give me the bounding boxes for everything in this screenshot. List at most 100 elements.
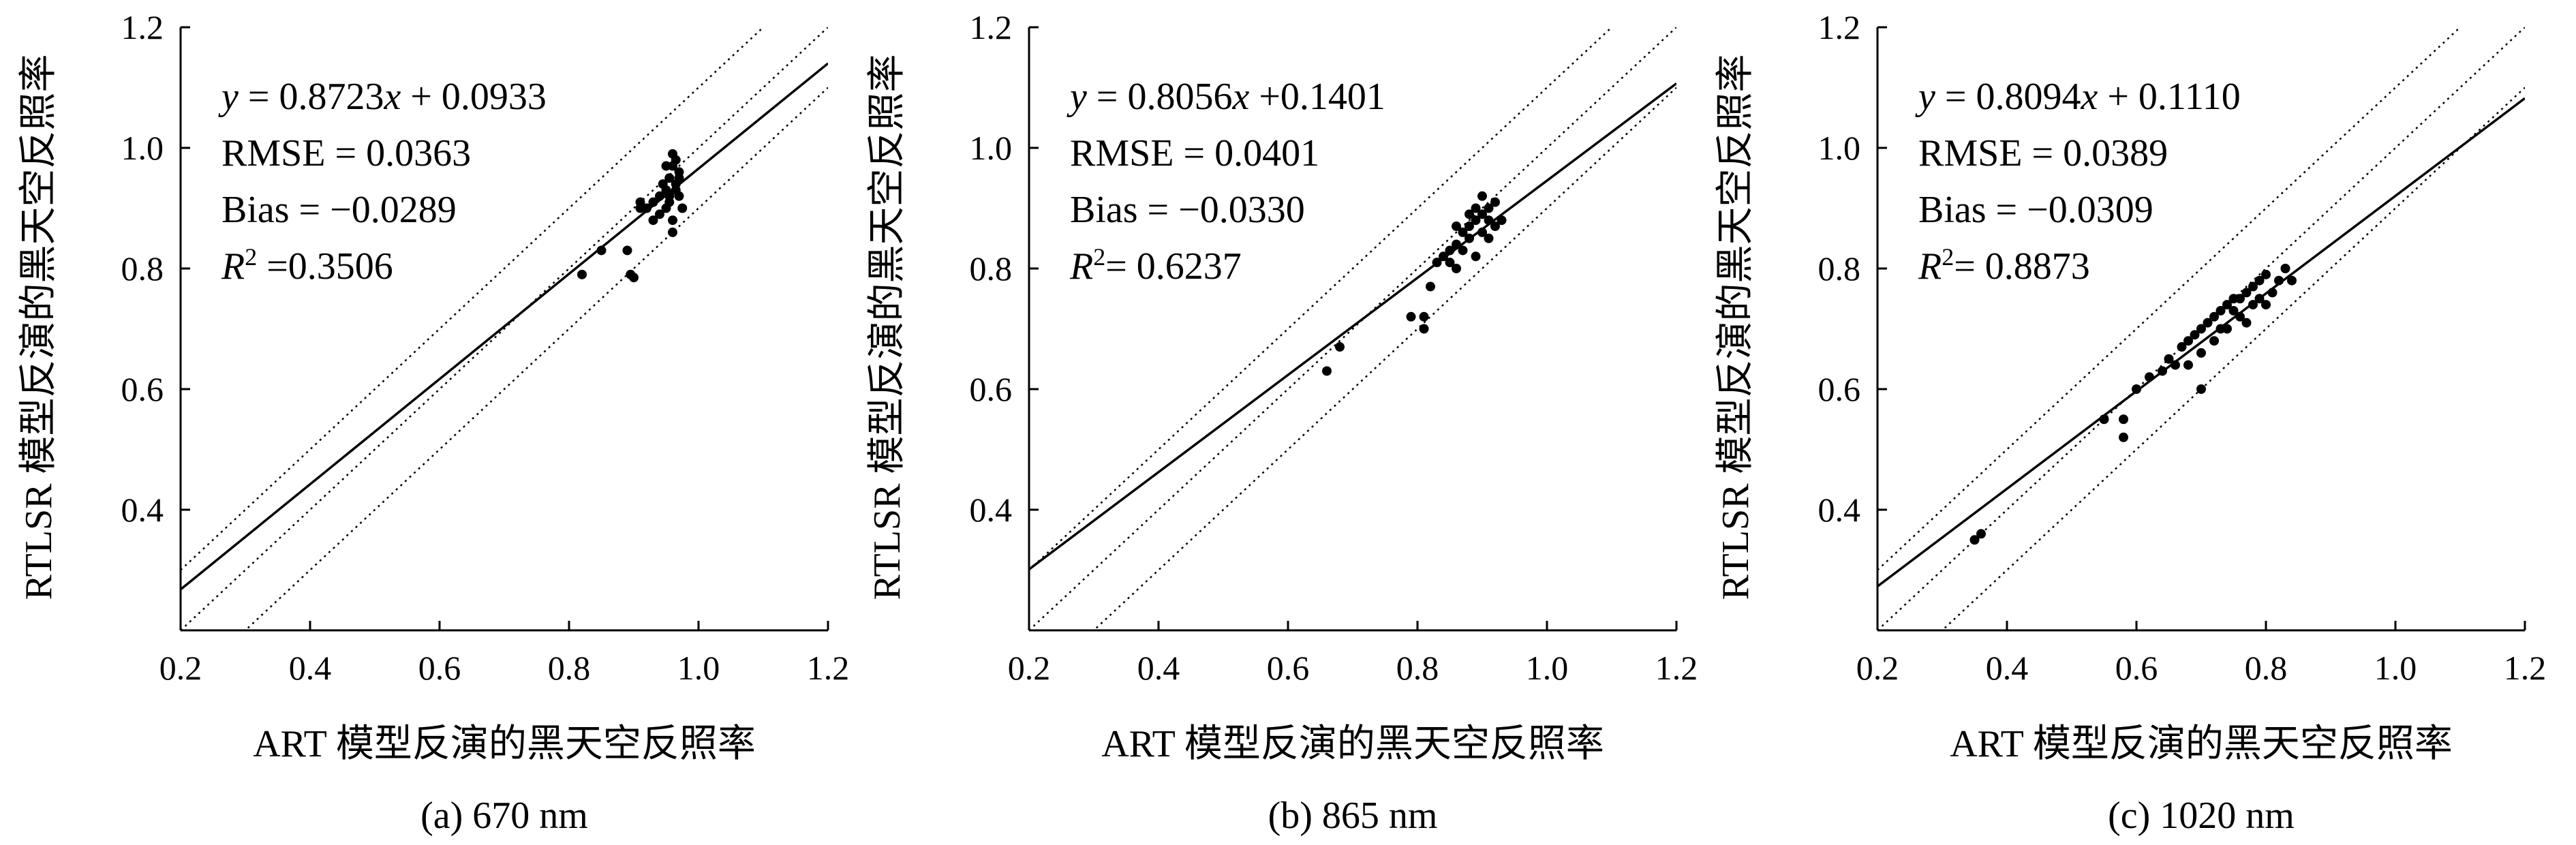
y-tick-label: 0.8	[970, 249, 1013, 288]
x-tick-label: 0.8	[1396, 649, 1439, 687]
lower-envelope-line	[244, 87, 828, 630]
y-tick-label: 1.0	[1818, 129, 1861, 167]
y-tick-label: 1.0	[121, 129, 164, 167]
x-tick-label: 1.0	[1526, 649, 1569, 687]
data-point	[2132, 384, 2141, 394]
data-point	[664, 173, 675, 183]
r2-r: R	[1918, 245, 1942, 288]
data-point	[671, 179, 681, 189]
rmse-label: RMSE = 0.0363	[221, 132, 471, 174]
eq-prefix: = 0.8056	[1087, 76, 1233, 118]
x-tick-label: 1.0	[2374, 649, 2417, 687]
data-point	[664, 191, 675, 201]
r2-r: R	[221, 245, 245, 288]
eq-y-var: y	[218, 76, 239, 118]
fit-equation: y = 0.8056x +0.1401	[1067, 76, 1385, 118]
bias-label: Bias = −0.0309	[1918, 189, 2153, 231]
x-tick-label: 1.2	[1655, 649, 1698, 687]
plot-area: 0.2 0.4 0.6 0.8 1.0 1.2 0.4 0.6 0.8 1.0 1.2	[970, 8, 1698, 687]
r2-sup: 2	[1093, 243, 1105, 271]
data-point	[2183, 336, 2193, 346]
x-tick-label: 1.2	[807, 649, 850, 687]
one-to-one-line	[181, 27, 828, 630]
data-point	[674, 167, 684, 177]
scatter-points	[577, 149, 688, 283]
fit-line	[1029, 82, 1676, 570]
data-point	[1406, 311, 1416, 322]
data-point	[1452, 239, 1461, 249]
x-axis-label: ART 模型反演的黑天空反照率	[1101, 723, 1604, 765]
data-point	[1458, 245, 1468, 256]
panel-caption: (c) 1020 nm	[2108, 795, 2295, 837]
y-tick-label: 0.4	[121, 491, 164, 529]
eq-x-var: x	[383, 76, 401, 118]
eq-y-var: y	[1915, 76, 1935, 118]
data-point	[671, 155, 681, 165]
data-point	[2235, 311, 2245, 322]
data-point	[1458, 227, 1468, 237]
one-to-one-line	[1029, 27, 1676, 630]
data-point	[2248, 300, 2258, 310]
scatter-points	[1969, 264, 2297, 545]
reference-lines	[1029, 27, 1676, 630]
y-tick-label: 1.0	[970, 129, 1013, 167]
data-point	[2177, 342, 2187, 352]
y-tick-label: 1.2	[1818, 8, 1861, 46]
data-point	[2254, 294, 2265, 304]
data-point	[1452, 221, 1461, 232]
data-point	[2287, 275, 2297, 286]
data-point	[1477, 209, 1487, 219]
data-point	[1465, 233, 1474, 243]
data-point	[1432, 258, 1442, 268]
data-point	[1484, 203, 1494, 213]
rmse-label: RMSE = 0.0401	[1070, 132, 1319, 174]
data-point	[1452, 264, 1461, 273]
data-point	[668, 215, 677, 226]
fit-equation: y = 0.8094x + 0.1110	[1915, 76, 2241, 118]
data-point	[2209, 336, 2219, 346]
data-point	[2241, 288, 2252, 298]
x-tick-label: 0.8	[548, 649, 591, 687]
eq-y-var: y	[1067, 76, 1087, 118]
data-point	[2254, 275, 2265, 286]
data-point	[2203, 318, 2213, 328]
fit-line	[1877, 97, 2525, 587]
data-point	[1471, 251, 1481, 262]
data-point	[661, 161, 671, 171]
data-point	[2183, 360, 2193, 370]
data-point	[1477, 191, 1487, 201]
r2-sup: 2	[1942, 243, 1954, 271]
data-point	[1335, 342, 1345, 352]
x-tick-label: 0.4	[1986, 649, 2029, 687]
data-point	[1497, 215, 1507, 226]
scatter-points	[1322, 191, 1507, 376]
data-point	[596, 245, 607, 256]
fit-line	[181, 62, 828, 591]
data-point	[2119, 432, 2128, 442]
x-axis-label: ART 模型反演的黑天空反照率	[1950, 723, 2453, 765]
x-tick-label: 0.4	[289, 649, 332, 687]
upper-envelope-line	[181, 27, 765, 571]
data-point	[2215, 324, 2226, 334]
bias-label: Bias = −0.0330	[1070, 189, 1305, 231]
x-axis-label: ART 模型反演的黑天空反照率	[253, 723, 756, 765]
data-point	[2267, 288, 2278, 298]
eq-suffix: +0.1401	[1249, 76, 1385, 118]
x-tick-label: 0.6	[418, 649, 461, 687]
y-axis-label: RTLSR 模型反演的黑天空反照率	[866, 55, 908, 600]
data-point	[2248, 281, 2258, 292]
data-point	[2196, 348, 2206, 358]
data-point	[1471, 215, 1481, 226]
data-point	[1484, 233, 1494, 243]
data-point	[648, 197, 658, 207]
data-point	[2196, 324, 2206, 334]
y-tick-label: 0.4	[1818, 491, 1861, 529]
data-point	[2209, 311, 2219, 322]
panel-caption: (a) 670 nm	[420, 795, 588, 837]
eq-suffix: + 0.0933	[401, 76, 547, 118]
upper-envelope-line	[1877, 27, 2462, 571]
reference-lines	[181, 27, 828, 630]
y-tick-label: 0.6	[1818, 370, 1861, 408]
data-point	[1445, 245, 1455, 256]
